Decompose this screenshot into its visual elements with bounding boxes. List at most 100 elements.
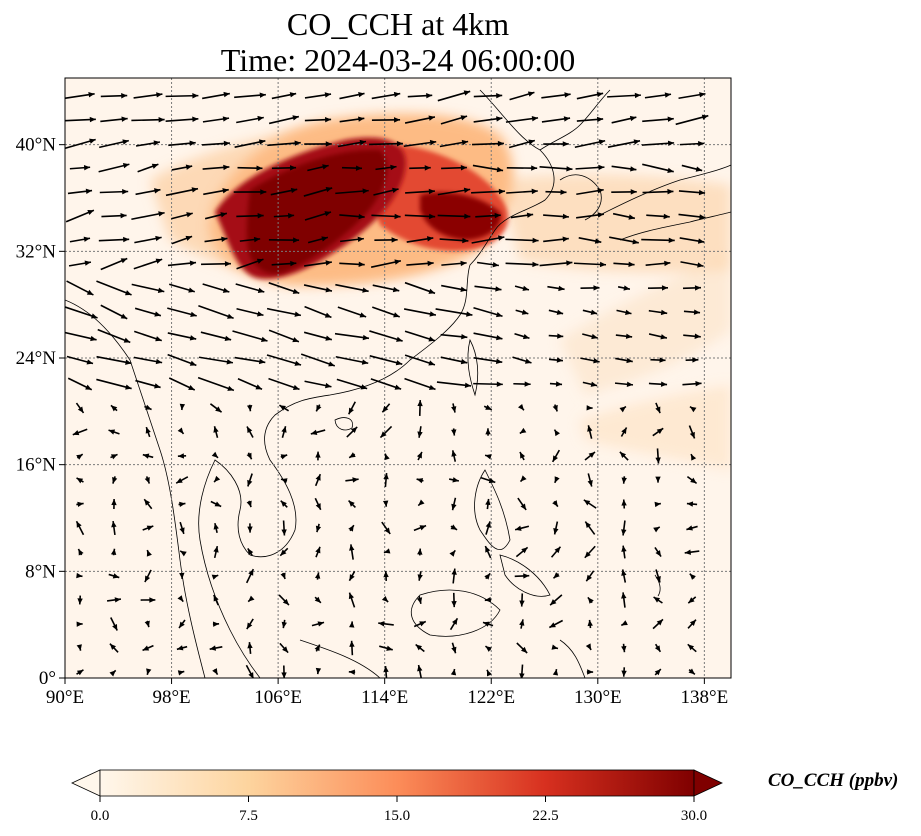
wind-arrow (519, 619, 525, 629)
wind-arrow (472, 164, 504, 173)
wind-arrow (315, 404, 322, 412)
wind-arrow (679, 237, 705, 244)
wind-arrow (440, 115, 468, 125)
wind-arrow (247, 595, 255, 603)
wind-arrow (245, 664, 255, 678)
wind-arrow (552, 572, 560, 579)
wind-arrow (239, 236, 261, 243)
wind-arrow (314, 644, 321, 652)
wind-arrow (473, 307, 503, 318)
wind-arrow (450, 524, 458, 531)
wind-arrow (111, 499, 117, 509)
wind-arrow (108, 429, 120, 435)
wind-arrow (621, 520, 627, 536)
wind-arrow (210, 500, 222, 508)
wind-arrow (473, 381, 503, 387)
wind-arrow (609, 236, 639, 245)
wind-arrow (310, 429, 326, 435)
wind-arrow (177, 595, 184, 603)
wind-arrow (131, 117, 165, 123)
wind-arrow (65, 138, 96, 150)
wind-arrow (654, 546, 662, 558)
y-tick-label: 32°N (16, 241, 57, 262)
wind-arrow (403, 308, 437, 317)
map-frame (64, 77, 732, 679)
wind-arrow (315, 451, 321, 461)
wind-arrow (655, 448, 661, 464)
wind-arrow (519, 475, 527, 483)
wind-arrow (178, 619, 186, 629)
wind-arrow (484, 545, 492, 559)
wind-arrow (267, 140, 301, 147)
wind-arrow (371, 91, 401, 100)
wind-arrow (171, 212, 193, 220)
wind-arrow (615, 357, 633, 364)
wind-arrow (133, 258, 163, 270)
wind-arrow (678, 213, 706, 220)
wind-arrow (69, 164, 91, 171)
wind-arrow (449, 617, 459, 631)
wind-arrow (539, 260, 573, 267)
wind-arrow (684, 549, 700, 555)
wind-arrow (621, 476, 627, 484)
wind-arrow (144, 404, 152, 411)
wind-arrow (131, 211, 165, 221)
y-tick-label: 8°N (25, 561, 56, 582)
wind-arrow (471, 188, 505, 195)
wind-arrow (517, 497, 527, 511)
wind-arrow (413, 620, 427, 628)
wind-arrow (404, 377, 436, 391)
wind-arrow (539, 165, 573, 172)
colorbar-over-extension (693, 769, 723, 797)
wind-arrow (675, 114, 709, 126)
wind-arrow (686, 475, 698, 485)
wind-arrow (110, 617, 118, 631)
wind-arrow (168, 140, 196, 147)
wind-arrow (441, 284, 467, 292)
colorbar-tick-label: 0.0 (91, 808, 110, 824)
wind-arrow (409, 165, 431, 171)
wind-arrow (198, 356, 234, 365)
wind-arrow (543, 141, 569, 147)
wind-arrow (417, 426, 423, 438)
wind-arrow (339, 261, 365, 268)
wind-arrow (548, 357, 564, 363)
colorbar: 0.0 7.5 15.0 22.5 30.0 (71, 769, 723, 824)
wind-arrow (281, 619, 287, 629)
wind-arrow (407, 92, 433, 99)
wind-arrow (339, 91, 365, 100)
wind-arrow (475, 212, 501, 219)
wind-arrow (108, 573, 120, 579)
wind-arrow (370, 378, 402, 390)
wind-arrow (404, 354, 436, 366)
wind-arrow (369, 355, 403, 366)
map-title: CO_CCH at 4km (286, 6, 510, 42)
wind-arrow (541, 116, 571, 123)
wind-arrow (67, 377, 93, 391)
wind-arrow (234, 139, 266, 148)
colorbar-ticks: 0.0 7.5 15.0 22.5 30.0 (91, 796, 707, 824)
wind-arrow (111, 520, 117, 536)
wind-arrow (76, 572, 83, 579)
wind-arrow (236, 115, 264, 124)
wind-arrow (406, 260, 434, 267)
wind-arrow (315, 667, 322, 675)
wind-arrow (304, 260, 332, 267)
wind-arrow (135, 188, 161, 196)
wind-arrow (506, 188, 538, 195)
wind-arrow (383, 571, 389, 581)
wind-arrow (165, 116, 199, 122)
wind-arrow (304, 141, 332, 147)
co-main-plume (209, 114, 512, 285)
wind-arrow (506, 165, 538, 171)
wind-arrow (246, 500, 252, 508)
wind-arrow (484, 597, 492, 603)
wind-arrow (76, 477, 84, 484)
wind-arrow (211, 574, 219, 580)
wind-arrow (280, 478, 288, 484)
wind-arrow (472, 140, 504, 147)
wind-arrow (584, 451, 596, 461)
wind-arrow (451, 450, 457, 462)
wind-arrow (171, 235, 193, 245)
wind-arrow (77, 548, 84, 556)
